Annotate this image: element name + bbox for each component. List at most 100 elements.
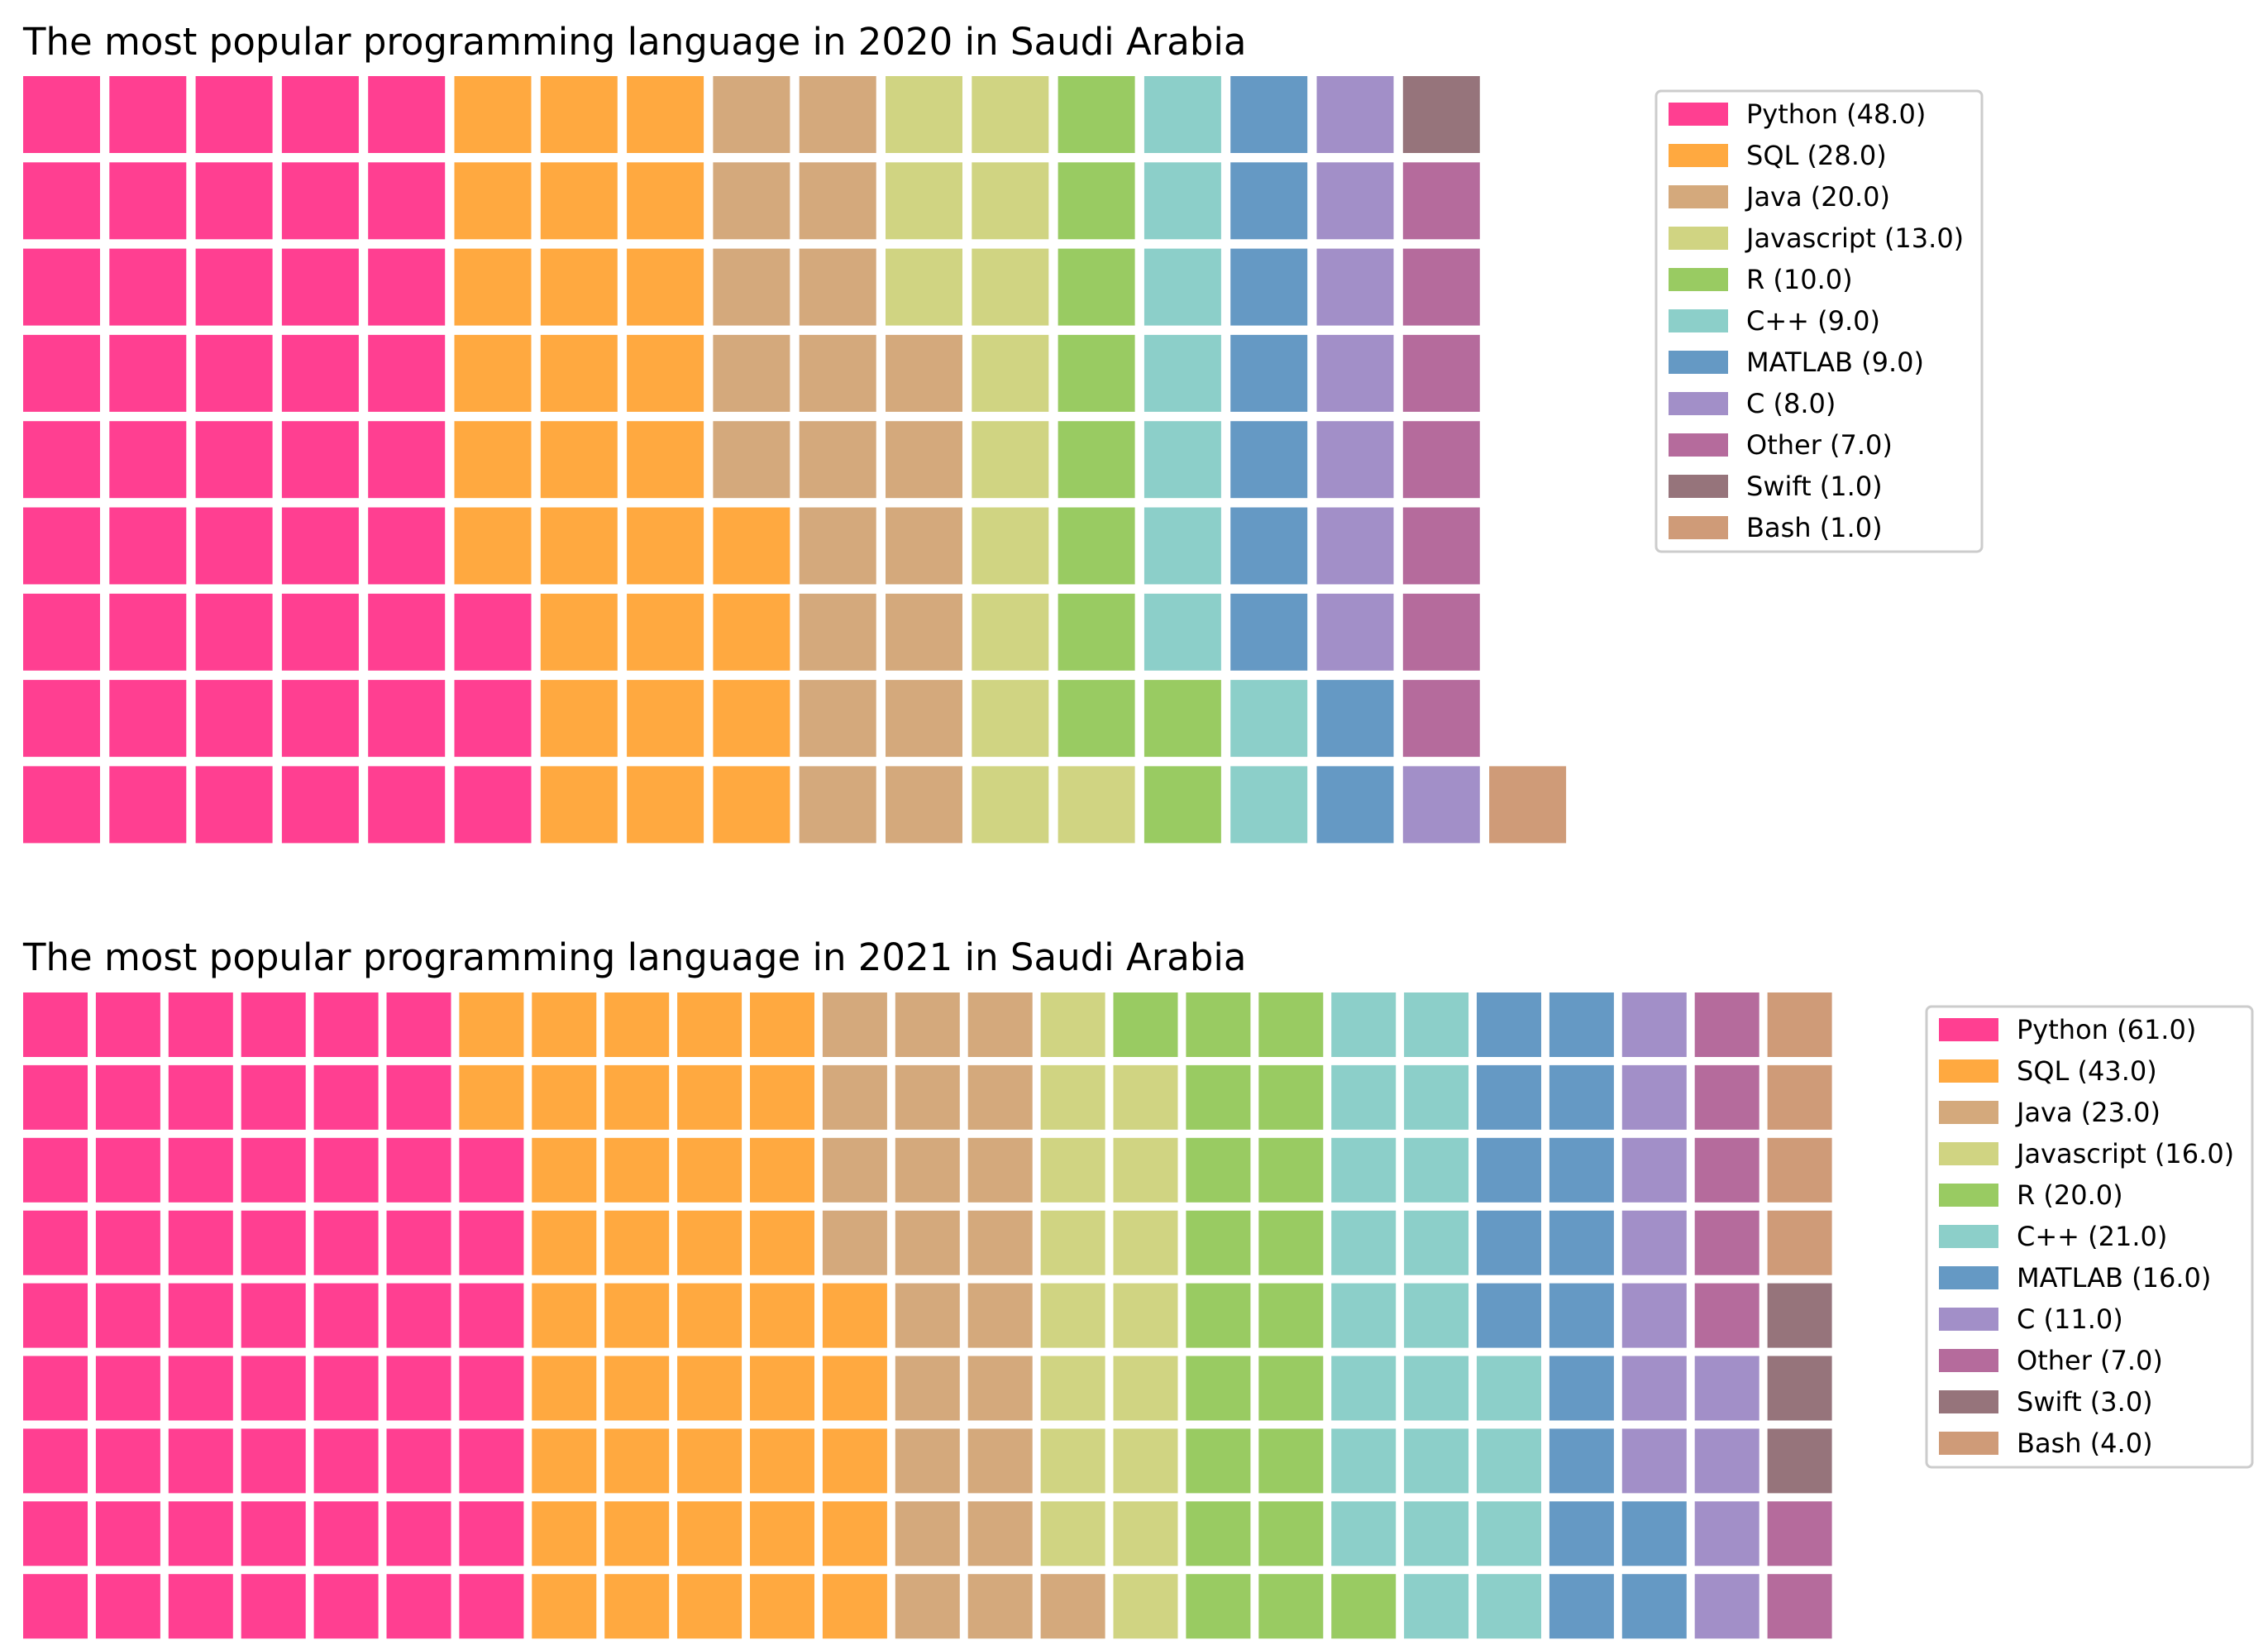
waffle-cell-sql [750,1356,814,1421]
waffle-cell-javascript [972,766,1049,844]
waffle-grid-2021 [23,992,1832,1639]
waffle-cell-python [313,1356,379,1421]
waffle-cell-r [1058,162,1135,240]
waffle-cell-sql [750,1137,814,1203]
waffle-cell-matlab [1621,1574,1687,1639]
legend-swatch-javascript [1939,1142,1998,1165]
waffle-cell-python [313,992,379,1057]
waffle-cell-sql [604,1356,670,1421]
waffle-cell-javascript [972,334,1049,412]
waffle-cell-python [459,1283,524,1348]
waffle-cell-cplusplus [1331,1428,1397,1494]
waffle-cell-java [822,1064,887,1130]
waffle-cell-bash [1767,1064,1832,1130]
waffle-cell-matlab [1477,1064,1541,1130]
waffle-cell-java [895,1428,960,1494]
legend-label-c: C (11.0) [2017,1303,2123,1335]
waffle-cell-javascript [972,76,1049,153]
waffle-cell-r [1058,680,1135,758]
waffle-cell-python [95,1574,160,1639]
waffle-cell-java [713,162,790,240]
waffle-cell-r [1258,1064,1324,1130]
waffle-cell-c [1621,1210,1687,1275]
waffle-cell-java [799,76,876,153]
waffle-cell-python [23,162,100,240]
waffle-cell-cplusplus [1331,1283,1397,1348]
waffle-cell-java [895,1283,960,1348]
waffle-cell-c [1621,992,1687,1057]
waffle-cell-swift [1767,1356,1832,1421]
waffle-cell-python [95,1064,160,1130]
legend-label-sql: SQL (43.0) [2017,1055,2157,1087]
waffle-cell-python [368,248,446,326]
waffle-cell-java [967,1137,1033,1203]
legend-label-bash: Bash (4.0) [2017,1428,2153,1459]
legend-swatch-java [1939,1101,1998,1124]
waffle-cell-r [1058,421,1135,499]
waffle-cell-javascript [972,507,1049,585]
waffle-cell-matlab [1549,1501,1614,1566]
waffle-cell-python [23,1210,88,1275]
waffle-cell-python [241,1501,306,1566]
legend-swatch-other [1939,1349,1998,1372]
legend-label-java: Java (23.0) [2015,1097,2161,1128]
waffle-cell-python [281,334,359,412]
waffle-cell-java [822,992,887,1057]
waffle-cell-sql [677,1210,742,1275]
waffle-cell-python [109,421,187,499]
waffle-cell-sql [750,1210,814,1275]
waffle-cell-cplusplus [1404,992,1469,1057]
chart-title-2021: The most popular programming language in… [22,935,1246,979]
waffle-cell-cplusplus [1404,1283,1469,1348]
waffle-cell-sql [713,593,790,671]
waffle-cell-java [895,1137,960,1203]
waffle-cell-r [1058,334,1135,412]
waffle-cell-java [799,593,876,671]
waffle-cell-c [1694,1428,1759,1494]
waffle-cell-c [1316,248,1394,326]
waffle-cell-python [109,248,187,326]
waffle-cell-python [368,162,446,240]
waffle-cell-python [195,593,273,671]
waffle-cell-r [1186,1210,1251,1275]
waffle-cell-matlab [1477,1283,1541,1348]
waffle-cell-r [1258,1283,1324,1348]
waffle-cell-sql [540,76,618,153]
waffle-cell-javascript [1113,1210,1178,1275]
waffle-cell-javascript [1113,1428,1178,1494]
waffle-cell-javascript [1040,1210,1105,1275]
legend-swatch-swift [1939,1390,1998,1413]
waffle-cell-java [886,421,962,499]
waffle-cell-cplusplus [1144,162,1221,240]
waffle-cell-java [895,1574,960,1639]
legend-swatch-swift [1669,475,1728,498]
waffle-cell-javascript [972,162,1049,240]
waffle-cell-matlab [1230,421,1308,499]
waffle-cell-sql [532,1428,597,1494]
waffle-cell-python [368,76,446,153]
waffle-cell-other [1402,680,1480,758]
waffle-cell-r [1186,1137,1251,1203]
waffle-cell-r [1258,1210,1324,1275]
waffle-cell-java [799,162,876,240]
waffle-cell-matlab [1230,248,1308,326]
waffle-cell-sql [627,593,704,671]
waffle-cell-sql [540,766,618,844]
waffle-cell-sql [454,421,532,499]
waffle-cell-cplusplus [1404,1356,1469,1421]
waffle-cell-python [386,1501,451,1566]
waffle-cell-cplusplus [1331,1210,1397,1275]
waffle-cell-r [1058,76,1135,153]
waffle-cell-r [1186,1064,1251,1130]
waffle-cell-cplusplus [1404,1137,1469,1203]
legend-label-r: R (20.0) [2017,1179,2123,1211]
waffle-cell-javascript [1058,766,1135,844]
waffle-cell-java [886,507,962,585]
waffle-cell-java [967,1501,1033,1566]
legend-label-sql: SQL (28.0) [1746,140,1887,171]
waffle-cell-python [241,1064,306,1130]
waffle-cell-python [386,1283,451,1348]
waffle-cell-java [895,1501,960,1566]
legend-2020: Python (48.0) SQL (28.0) Java (20.0) Javasc… [1654,89,1984,553]
